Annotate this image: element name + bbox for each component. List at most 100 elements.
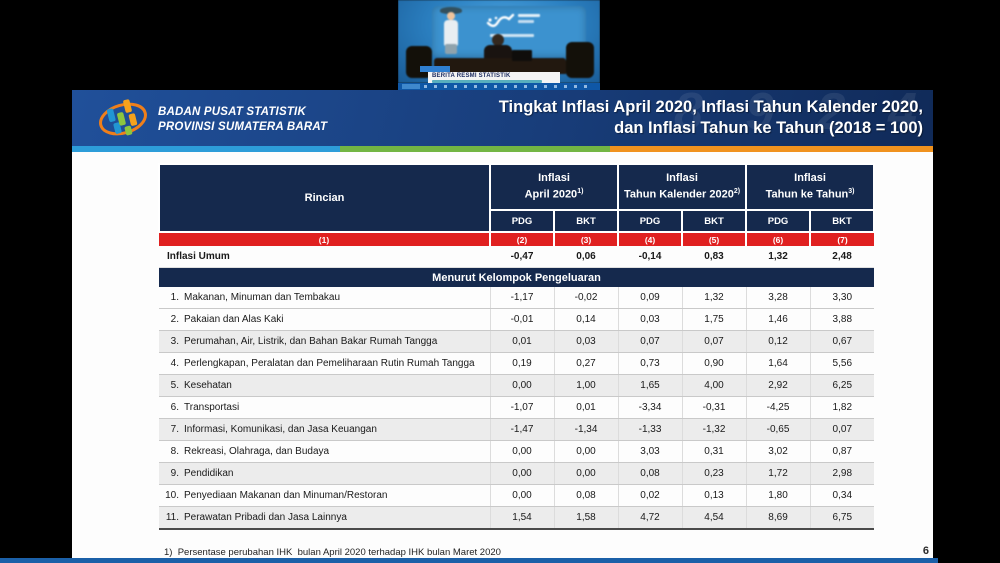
row-value-pdg-kalender: 0,73 <box>617 352 683 375</box>
row-value-pdg-kalender: 0,07 <box>617 330 683 353</box>
row-label: Pendidikan <box>184 468 234 479</box>
row-value-pdg-kalender: 1,65 <box>617 374 683 397</box>
row-value-bkt-yoy: 6,25 <box>809 374 875 397</box>
row-label: Perumahan, Air, Listrik, dan Bahan Bakar… <box>184 336 438 347</box>
chair-right <box>566 42 594 78</box>
row-value-bkt-april: 0,01 <box>553 396 619 419</box>
video-scene <box>398 0 600 83</box>
row-value-bkt-yoy: 0,87 <box>809 440 875 463</box>
row-label: Kesehatan <box>184 380 232 391</box>
row-value-pdg-yoy: 2,92 <box>745 374 811 397</box>
row-value-pdg-yoy: -4,25 <box>745 396 811 419</box>
row-value-pdg-kalender: 0,09 <box>617 287 683 309</box>
row-value-pdg-april: 0,00 <box>489 462 554 485</box>
row-number: 3. <box>170 336 179 347</box>
accent-blue <box>72 146 340 152</box>
census-mascot-legs <box>445 44 457 54</box>
row-value-pdg-yoy: 3,02 <box>745 440 811 463</box>
row-value-pdg-april: 0,00 <box>489 440 554 463</box>
news-ticker <box>398 83 600 90</box>
backdrop-text-bar <box>518 20 534 23</box>
footnote-1: 1) Persentase perubahan IHK bulan April … <box>164 547 501 558</box>
row-value-bkt-kalender: 0,13 <box>681 484 747 507</box>
row-value-bkt-kalender: 1,32 <box>681 287 747 309</box>
row-value-bkt-april: -0,02 <box>553 287 619 309</box>
row-value-pdg-yoy: 8,69 <box>745 506 811 530</box>
row-number: 1. <box>170 292 179 303</box>
subheader-pdg: PDG <box>489 209 555 233</box>
section-header-row: Menurut Kelompok Pengeluaran <box>159 267 875 287</box>
row-value-bkt-april: 1,58 <box>553 506 619 530</box>
row-value-pdg-yoy: 1,46 <box>745 308 811 331</box>
row-value-bkt-yoy: 3,88 <box>809 308 875 331</box>
row-value-pdg-april: 0,00 <box>489 484 554 507</box>
row-value-bkt-kalender: 0,23 <box>681 462 747 485</box>
chair-left <box>406 46 432 78</box>
laptop-icon <box>512 50 532 61</box>
row-value-pdg-kalender: 3,03 <box>617 440 683 463</box>
row-number: 10. <box>165 490 179 501</box>
presentation-slide: 8 9 2 4 BADAN PUSAT STATISTIK PROVINSI S… <box>72 90 933 558</box>
accent-orange <box>610 146 933 152</box>
table-row: 1. Makanan, Minuman dan Tembakau -1,17 -0… <box>159 287 875 309</box>
row-value-pdg-kalender: 0,08 <box>617 462 683 485</box>
row-value-bkt-kalender: -0,31 <box>681 396 747 419</box>
page-number: 6 <box>922 545 929 557</box>
row-value-pdg-kalender: -3,34 <box>617 396 683 419</box>
org-line2: PROVINSI SUMATERA BARAT <box>158 120 328 133</box>
backdrop-text-bar <box>518 14 540 17</box>
subheader-pdg: PDG <box>617 209 684 233</box>
row-label: Informasi, Komunikasi, dan Jasa Keuangan <box>184 424 377 435</box>
speaker-video-window: BERITA RESMI STATISTIK <box>398 0 600 90</box>
row-value-bkt-kalender: 4,54 <box>681 506 747 530</box>
census-mascot-face <box>447 12 455 20</box>
row-value-pdg-yoy: -0,65 <box>745 418 811 441</box>
row-value-bkt-april: 0,00 <box>553 440 619 463</box>
slide-title-line2: dan Inflasi Tahun ke Tahun (2018 = 100) <box>614 119 923 138</box>
row-value-pdg-april: 1,54 <box>489 506 554 530</box>
row-value-pdg-kalender: 0,03 <box>617 308 683 331</box>
table-row: 10. Penyediaan Makanan dan Minuman/Restor… <box>159 484 875 507</box>
row-value-bkt-april: -1,34 <box>553 418 619 441</box>
subheader-pdg: PDG <box>745 209 812 233</box>
header-pattern-digits: 8 9 2 4 <box>673 90 931 141</box>
col-header-rincian: Rincian <box>158 163 491 233</box>
row-value-pdg-yoy: 1,80 <box>745 484 811 507</box>
subheader-bkt: BKT <box>552 209 620 233</box>
row-value-pdg-april: -1,07 <box>489 396 554 419</box>
row-value-pdg-yoy: 1,64 <box>745 352 811 375</box>
row-value-bkt-april: 0,03 <box>553 330 619 353</box>
row-value-pdg-yoy: 1,72 <box>745 462 811 485</box>
inflation-table-area: Rincian Inflasi April 20201) Inflasi Tah… <box>158 163 876 530</box>
row-label: Rekreasi, Olahraga, dan Budaya <box>184 446 330 457</box>
row-value-pdg-kalender: 0,02 <box>617 484 683 507</box>
row-value-pdg-yoy: 0,12 <box>745 330 811 353</box>
backdrop-text-bar <box>490 34 534 37</box>
slide-title-line1: Tingkat Inflasi April 2020, Inflasi Tahu… <box>498 98 923 116</box>
row-number: 8. <box>170 446 179 457</box>
row-value-bkt-april: 0,08 <box>553 484 619 507</box>
row-label: Penyediaan Makanan dan Minuman/Restoran <box>184 490 388 501</box>
subheader-bkt: BKT <box>681 209 748 233</box>
row-value-pdg-april: -0,01 <box>489 308 554 331</box>
header-accent-strip <box>72 146 933 152</box>
row-number: 9. <box>170 468 179 479</box>
caption-title: BERITA RESMI STATISTIK <box>432 73 511 79</box>
section-title: Menurut Kelompok Pengeluaran <box>159 267 875 287</box>
subheader-row: PDG BKT PDG BKT PDG BKT <box>159 209 876 233</box>
row-value-bkt-april: 1,00 <box>553 374 619 397</box>
org-line1: BADAN PUSAT STATISTIK <box>158 106 306 118</box>
row-label: Perawatan Pribadi dan Jasa Lainnya <box>184 512 347 523</box>
org-name: BADAN PUSAT STATISTIK PROVINSI SUMATERA … <box>158 105 327 135</box>
row-value-pdg-april: -1,17 <box>489 287 554 309</box>
table-row: 6. Transportasi -1,07 0,01 -3,34 -0,31 -4… <box>159 396 875 419</box>
ticker-text-bar <box>424 85 594 88</box>
row-label: Makanan, Minuman dan Tembakau <box>184 292 341 303</box>
column-number-row: (1) (2) (3) (4) (5) (6) (7) <box>159 232 875 246</box>
row-value-pdg-yoy: 3,28 <box>745 287 811 309</box>
table-row: 7. Informasi, Komunikasi, dan Jasa Keuang… <box>159 418 875 441</box>
table-row: 11. Perawatan Pribadi dan Jasa Lainnya 1,… <box>159 506 875 530</box>
lower-third-tag <box>420 66 450 72</box>
speaker-head <box>492 34 504 46</box>
